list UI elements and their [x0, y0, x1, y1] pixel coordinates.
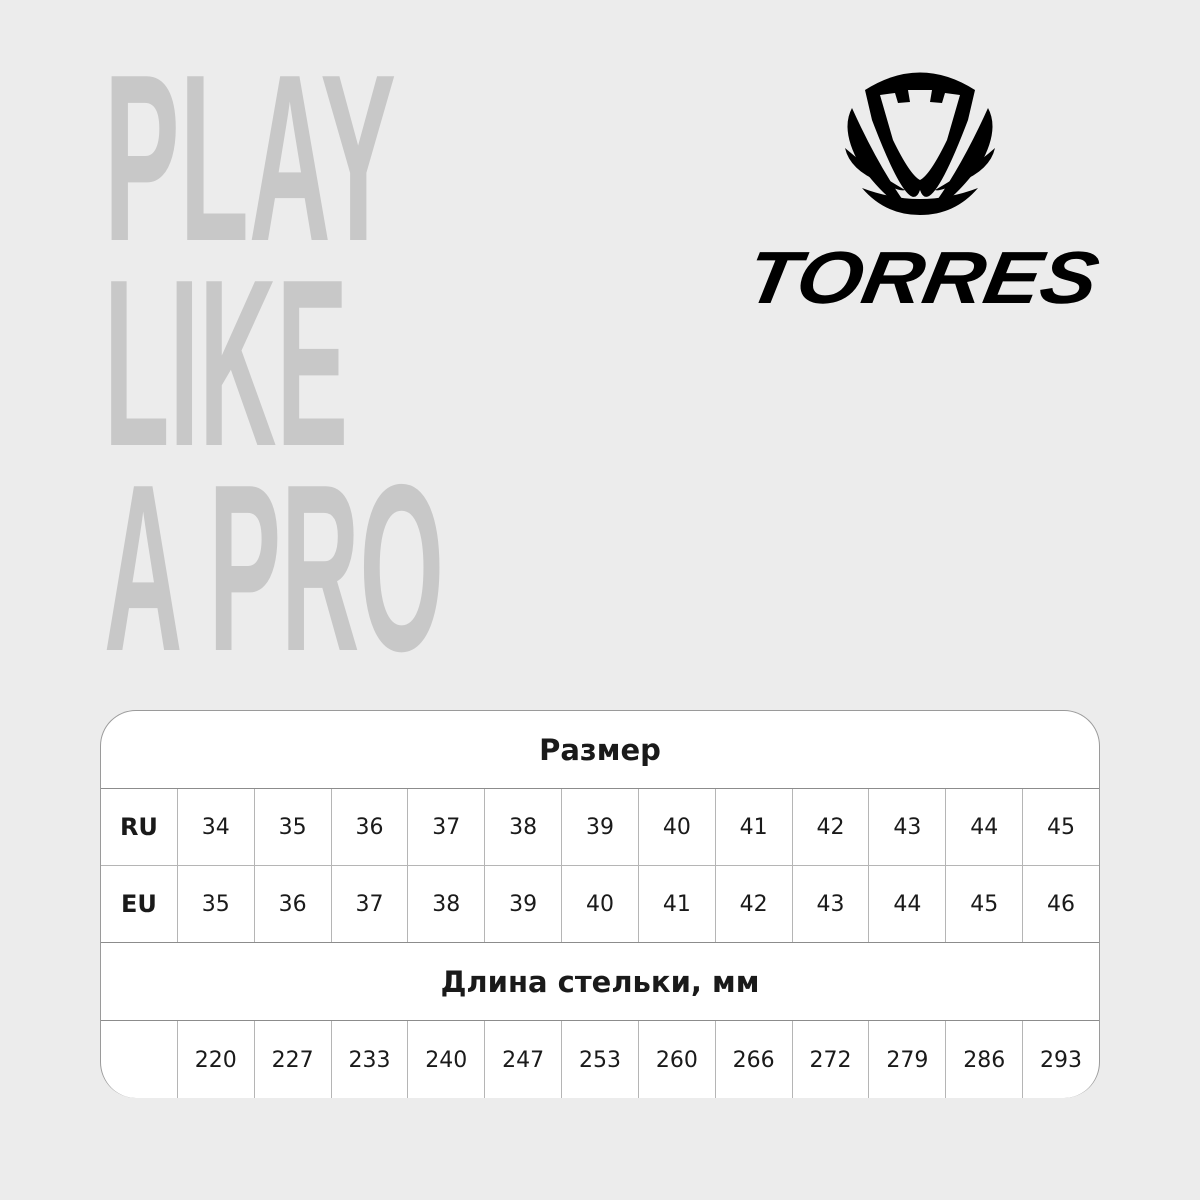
table-cell: 286 — [945, 1021, 1022, 1098]
slogan-line-1: PLAY — [104, 26, 396, 291]
table-cell: 35 — [176, 866, 254, 942]
table-cell: 46 — [1022, 866, 1099, 942]
row-label: RU — [119, 813, 158, 841]
table-cell: 227 — [253, 1021, 331, 1098]
table-cell: 45 — [945, 866, 1022, 942]
table-cell: 272 — [791, 1021, 869, 1098]
table-cell: 260 — [637, 1021, 715, 1098]
size-header: Размер — [101, 711, 1099, 789]
table-cell: 220 — [176, 1021, 254, 1098]
torres-logo: TORRES — [740, 72, 1105, 319]
slogan-line-3: A PRO — [104, 436, 444, 680]
length-header: Длина стельки, мм — [101, 943, 1099, 1021]
table-cell: 43 — [868, 789, 945, 865]
slogan: PLAY LIKE A PRO — [104, 26, 444, 680]
row-label — [101, 1021, 177, 1098]
table-cell: 247 — [484, 1021, 561, 1098]
table-cell: 34 — [176, 789, 254, 865]
table-row-eu: EU 35 36 37 38 39 40 41 42 43 44 45 46 — [101, 866, 1099, 943]
table-cell: 37 — [330, 866, 408, 942]
row-label: EU — [120, 890, 157, 918]
table-cell: 38 — [484, 789, 561, 865]
table-cell: 266 — [714, 1021, 792, 1098]
table-cell: 36 — [330, 789, 408, 865]
shield-emblem-icon — [845, 72, 995, 215]
table-cell: 44 — [945, 789, 1022, 865]
table-cell: 279 — [868, 1021, 945, 1098]
table-cell: 39 — [561, 789, 638, 865]
table-cell: 43 — [791, 866, 869, 942]
table-cell: 41 — [637, 866, 715, 942]
table-cell: 45 — [1022, 789, 1099, 865]
table-cell: 42 — [714, 866, 792, 942]
table-cell: 233 — [330, 1021, 408, 1098]
table-cell: 36 — [253, 866, 331, 942]
table-cell: 38 — [407, 866, 484, 942]
table-cell: 35 — [253, 789, 331, 865]
logo-wordmark: TORRES — [740, 236, 1105, 319]
table-row-length: 220 227 233 240 247 253 260 266 272 279 … — [101, 1021, 1099, 1098]
slogan-line-2: LIKE — [104, 231, 348, 496]
table-cell: 44 — [868, 866, 945, 942]
table-cell: 40 — [637, 789, 715, 865]
table-row-ru: RU 34 35 36 37 38 39 40 41 42 43 44 45 — [101, 789, 1099, 866]
table-cell: 253 — [561, 1021, 638, 1098]
table-cell: 240 — [407, 1021, 484, 1098]
table-cell: 293 — [1022, 1021, 1099, 1098]
table-cell: 39 — [484, 866, 561, 942]
size-chart-table: Размер RU 34 35 36 37 38 39 40 41 42 43 … — [100, 710, 1100, 1098]
table-cell: 37 — [407, 789, 484, 865]
table-cell: 41 — [714, 789, 792, 865]
table-cell: 40 — [561, 866, 638, 942]
table-cell: 42 — [791, 789, 869, 865]
